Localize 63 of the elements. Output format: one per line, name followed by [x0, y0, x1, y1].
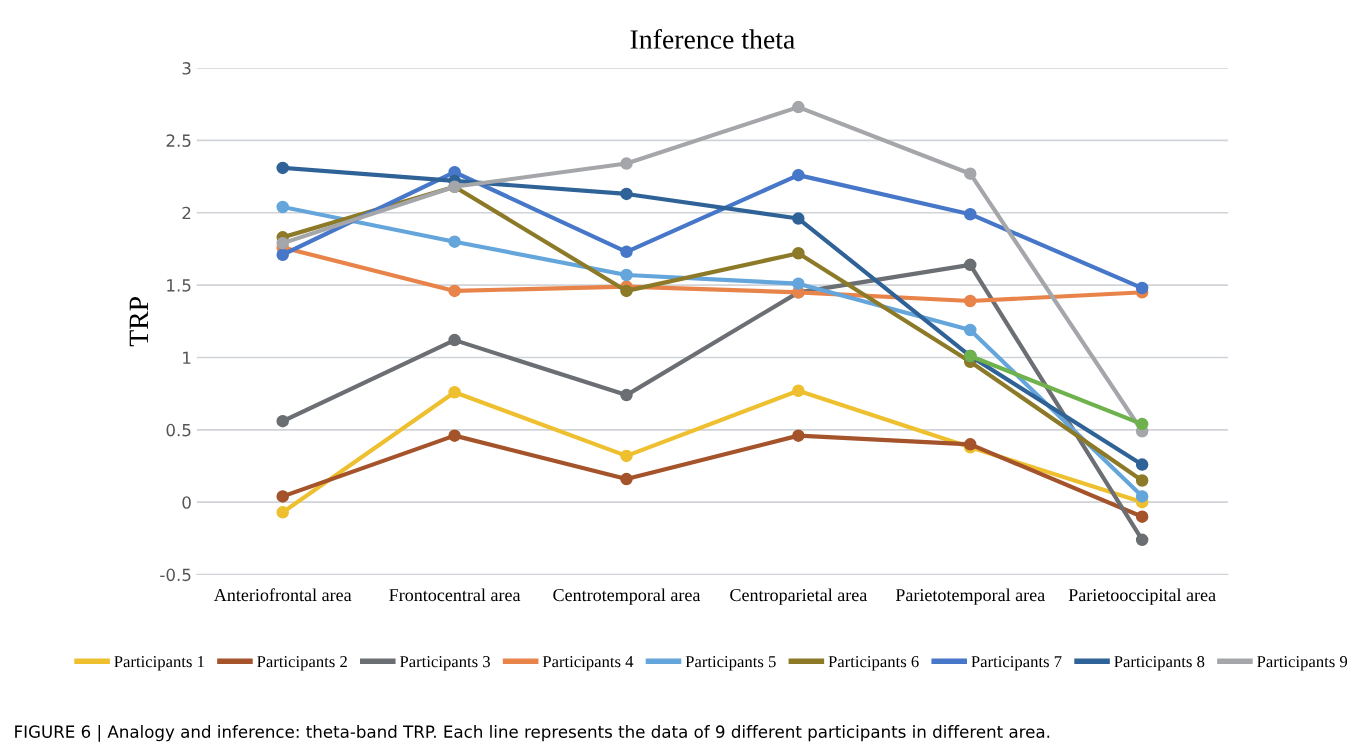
point [620, 449, 633, 463]
point [964, 167, 977, 180]
point [1135, 533, 1149, 547]
point [620, 245, 633, 259]
x-tick-label: Parietooccipital area [1068, 588, 1216, 605]
point [276, 200, 289, 214]
y-tick-label: 0 [182, 496, 191, 509]
y-tick-label: 1 [183, 351, 191, 364]
x-tick-label: Centroparietal area [730, 588, 868, 605]
point [448, 385, 461, 399]
point [448, 333, 461, 347]
point [276, 161, 289, 175]
point [964, 258, 977, 272]
point [620, 268, 633, 282]
legend-label: Participants 5 [685, 656, 776, 671]
point [964, 294, 977, 308]
point [276, 506, 289, 519]
point [448, 235, 461, 248]
y-tick-label: 1.5 [167, 279, 191, 292]
point [1135, 458, 1149, 471]
point [792, 429, 805, 442]
legend-label: Participants 9 [1257, 656, 1348, 671]
point [1135, 474, 1149, 487]
point [620, 472, 633, 486]
y-tick-label: 2.5 [166, 134, 191, 147]
y-tick-label: 2 [182, 206, 191, 220]
legend-label: Participants 8 [1114, 655, 1205, 671]
legend-label: Participants 3 [399, 656, 490, 671]
legend-label: Participants 2 [257, 656, 347, 671]
legend-label: Participants 4 [542, 656, 634, 671]
x-tick-label: Anteriofrontal area [213, 588, 352, 602]
point [276, 414, 289, 428]
point [620, 284, 633, 298]
y-axis-title: TRP [129, 296, 148, 347]
point [1135, 510, 1149, 523]
x-tick-label: Centrotemporal area [553, 588, 701, 605]
y-tick-label: 0.5 [166, 423, 191, 437]
point [448, 284, 461, 298]
point [792, 384, 805, 398]
point [620, 157, 633, 170]
point [448, 429, 461, 442]
point [792, 247, 805, 260]
legend-label: Participants 7 [971, 656, 1062, 671]
point [792, 277, 805, 290]
point [1135, 417, 1149, 431]
point [620, 187, 633, 201]
point [792, 100, 805, 114]
legend-label: Participants 1 [114, 656, 204, 671]
y-tick-label: 3 [182, 62, 191, 75]
point [792, 212, 805, 225]
x-tick-label: Parietotemporal area [895, 588, 1045, 605]
point [1135, 281, 1149, 295]
point [792, 168, 805, 182]
legend-label: Participants 6 [828, 656, 919, 671]
point [964, 207, 977, 221]
point [964, 323, 977, 337]
x-tick-label: Frontocentral area [389, 588, 521, 602]
chart-title: Inference theta [630, 29, 795, 49]
point [276, 490, 289, 503]
y-tick-label: -0.5 [160, 568, 191, 582]
point [620, 388, 633, 402]
caption: FIGURE 6 | Analogy and inference: theta-band TRP. Each line represents the data of 9 different participants in different area. [15, 724, 1050, 742]
point [1135, 490, 1149, 503]
